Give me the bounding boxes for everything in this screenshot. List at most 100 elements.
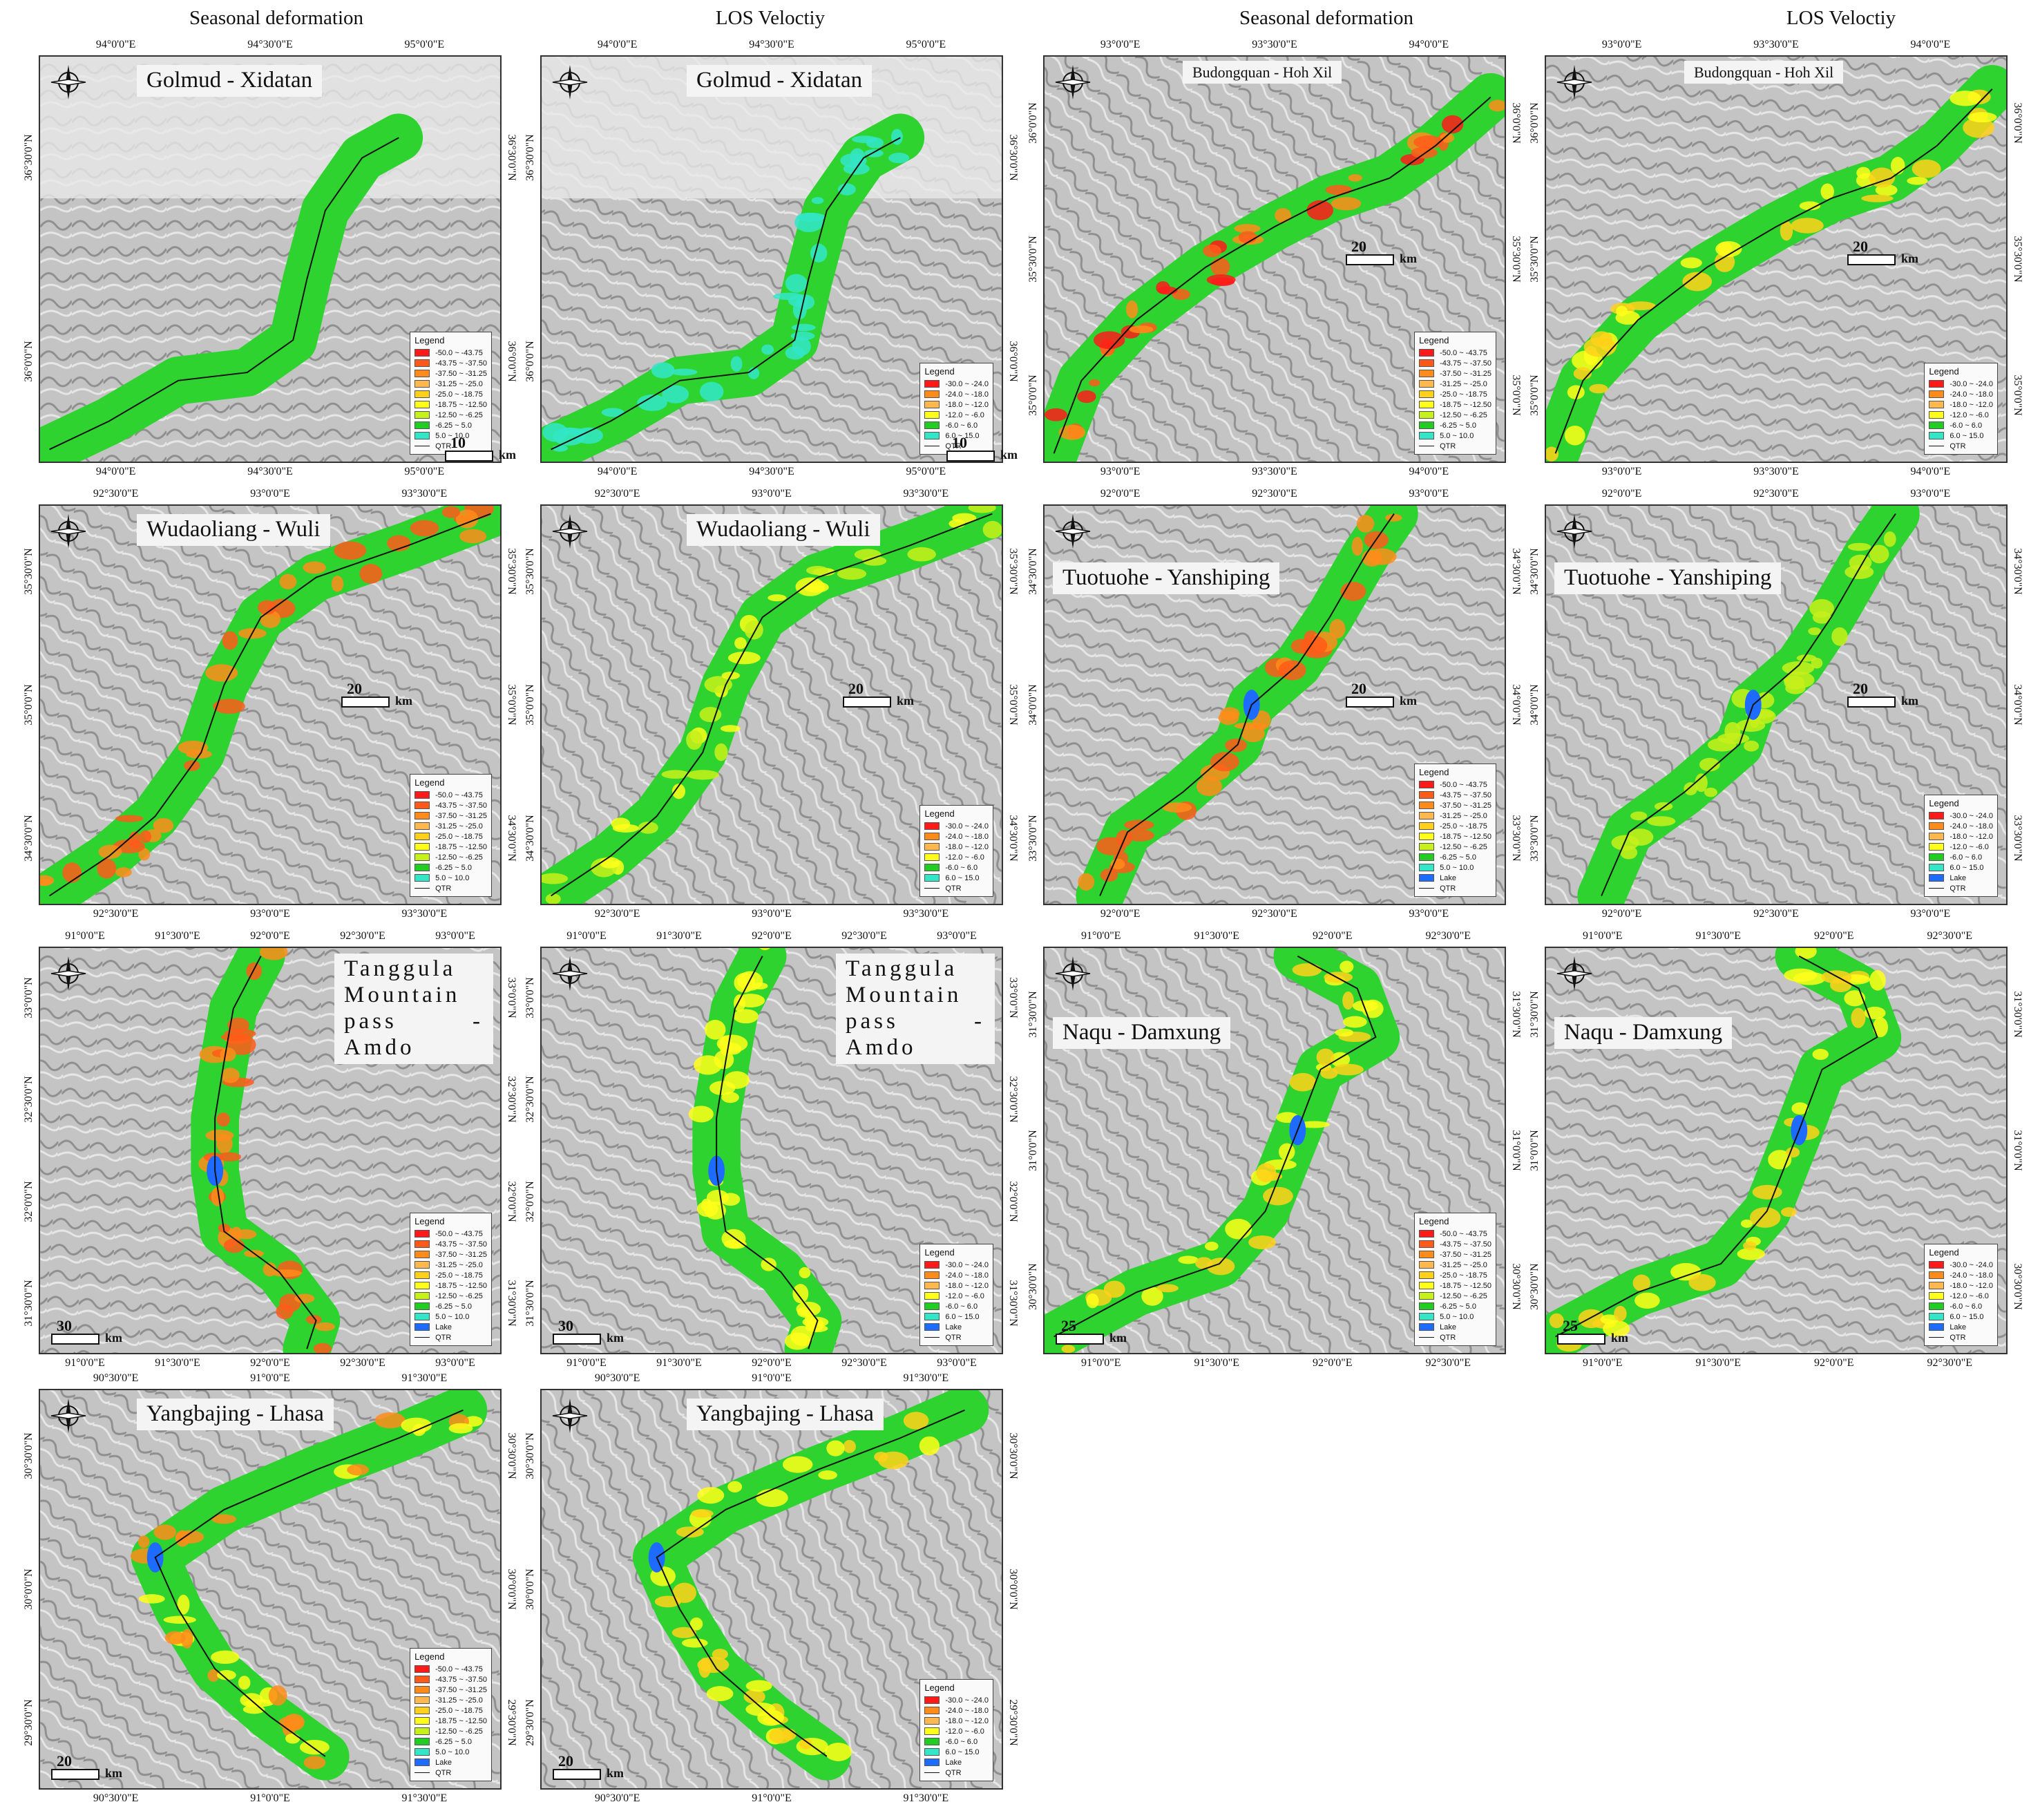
legend-swatch <box>924 421 940 429</box>
legend-label: 5.0 ~ 10.0 <box>1440 1312 1474 1321</box>
qtr-route-line <box>551 513 993 897</box>
deformation-patch <box>1125 829 1154 842</box>
legend-item: 5.0 ~ 10.0 <box>414 430 487 441</box>
deformation-patch <box>1086 1293 1099 1309</box>
deformation-patch <box>874 1452 888 1462</box>
deformation-patch <box>285 1733 301 1744</box>
deformation-patch <box>796 212 826 222</box>
graticule-label: 91°0'0"E <box>752 1792 792 1804</box>
legend-swatch <box>924 380 940 388</box>
deformation-patch <box>802 1316 829 1328</box>
legend-label: QTR <box>1440 442 1456 451</box>
legend-label: -6.25 ~ 5.0 <box>1440 421 1476 430</box>
deformation-patch <box>1799 201 1821 211</box>
legend-swatch <box>1419 791 1435 799</box>
deformation-patch <box>1546 446 1558 462</box>
legend-label: 6.0 ~ 15.0 <box>1950 863 1984 872</box>
deformation-patch <box>40 903 43 904</box>
legend-swatch <box>1419 1251 1435 1258</box>
legend-label: -12.50 ~ -6.25 <box>435 1727 483 1736</box>
north-arrow-icon <box>1055 65 1091 99</box>
graticule-label: 33°30'0"N <box>1510 815 1522 862</box>
scale-value: 20 <box>1853 238 1868 255</box>
deformation-patch <box>1256 1163 1277 1183</box>
graticule-label: 92°0'0"E <box>1813 1357 1854 1369</box>
deformation-patch <box>1306 200 1334 220</box>
graticule-label: 92°30'0"E <box>1927 930 1973 942</box>
legend-swatch <box>1419 1313 1435 1320</box>
legend-label: -25.0 ~ -18.75 <box>1440 1271 1487 1280</box>
deformation-patch <box>1204 1242 1219 1251</box>
deformation-patch <box>1967 112 1997 123</box>
deformation-patch <box>164 1631 186 1644</box>
graticule-label: 91°30'0"E <box>155 930 200 942</box>
legend-swatch <box>414 1748 430 1756</box>
legend-label: QTR <box>945 442 962 451</box>
legend-label: -12.50 ~ -6.25 <box>435 410 483 419</box>
deformation-patch <box>455 509 479 529</box>
deformation-patch <box>1752 1184 1782 1200</box>
graticule-label: 33°0'0"N <box>506 977 517 1018</box>
legend-label: Lake <box>435 1323 452 1331</box>
graticule-label: 94°30'0"E <box>247 39 293 50</box>
graticule-label: 92°0'0"E <box>1100 908 1141 920</box>
legend-swatch <box>1419 853 1435 861</box>
map-legend: Legend -50.0 ~ -43.75 -43.75 ~ -37.50 -37.5… <box>1414 764 1496 897</box>
deformation-patch <box>1589 383 1608 394</box>
legend-label: -18.0 ~ -12.0 <box>945 1716 989 1725</box>
deformation-patch <box>1340 960 1354 973</box>
graticule-label: 34°30'0"N <box>524 815 536 862</box>
graticule-label: 92°0'0"E <box>1601 908 1642 920</box>
legend-item: -6.25 ~ 5.0 <box>414 1301 487 1311</box>
panel-title: Golmud - Xidatan <box>137 65 323 97</box>
graticule-label: 31°30'0"N <box>524 1280 536 1327</box>
legend-item: -31.25 ~ -25.0 <box>1419 811 1491 821</box>
legend-swatch <box>924 822 940 830</box>
deformation-patch <box>662 385 689 404</box>
legend-item: -6.25 ~ 5.0 <box>414 420 487 430</box>
legend-label: -12.0 ~ -6.0 <box>945 1727 984 1736</box>
panel-title: Budongquan - Hoh Xil <box>1183 61 1342 84</box>
scale-bar-graphic <box>1346 696 1394 708</box>
deformation-patch <box>1300 635 1328 656</box>
legend-swatch <box>414 349 430 357</box>
legend-label: -43.75 ~ -37.50 <box>435 801 487 810</box>
graticule-label: 93°30'0"E <box>1753 466 1799 477</box>
deformation-patch <box>810 243 828 263</box>
legend-swatch <box>924 853 940 861</box>
legend-swatch <box>1419 1292 1435 1300</box>
legend-swatch <box>1929 812 1945 819</box>
legend-item: -31.25 ~ -25.0 <box>414 1260 487 1270</box>
legend-label: -30.0 ~ -24.0 <box>1950 811 1993 820</box>
scale-bar-graphic <box>946 451 995 462</box>
legend-label: 6.0 ~ 15.0 <box>945 873 980 882</box>
legend-item: -12.0 ~ -6.0 <box>924 1726 989 1736</box>
deformation-patch <box>907 547 936 562</box>
legend-label: -31.25 ~ -25.0 <box>1440 379 1487 388</box>
deformation-patch <box>1603 1320 1630 1337</box>
deformation-patch <box>734 972 755 993</box>
deformation-patch <box>1440 133 1455 143</box>
graticule-label: 30°0'0"N <box>1007 1568 1019 1610</box>
deformation-patch <box>768 594 787 602</box>
graticule-label: 94°30'0"E <box>749 466 794 477</box>
panel-title: Wudaoliang - Wuli <box>687 514 880 546</box>
deformation-patch <box>792 1284 809 1304</box>
deformation-patch <box>1781 1207 1797 1217</box>
legend-label: -18.0 ~ -12.0 <box>1950 1281 1993 1290</box>
deformation-patch <box>1950 91 1981 106</box>
legend-item: -31.25 ~ -25.0 <box>1419 379 1491 389</box>
legend-line <box>414 888 430 889</box>
graticule-label: 31°0'0"N <box>1027 1130 1039 1171</box>
legend-label: -43.75 ~ -37.50 <box>435 1240 487 1249</box>
legend-title: Legend <box>414 1216 445 1226</box>
graticule-label: 34°30'0"N <box>506 815 517 862</box>
legend-label: -24.0 ~ -18.0 <box>1950 390 1993 399</box>
legend-label: 5.0 ~ 10.0 <box>1440 863 1474 872</box>
deformation-patch <box>213 699 245 714</box>
qtr-route-line <box>656 1409 965 1757</box>
graticule-label: 91°30'0"E <box>903 1372 949 1384</box>
legend-item: -12.0 ~ -6.0 <box>924 1291 989 1301</box>
map-panel-yangbajing-seasonal: Yangbajing - Lhasa Legend -50.0 ~ -43.75 -4… <box>39 1389 502 1790</box>
legend-label: -12.50 ~ -6.25 <box>1440 1291 1487 1300</box>
